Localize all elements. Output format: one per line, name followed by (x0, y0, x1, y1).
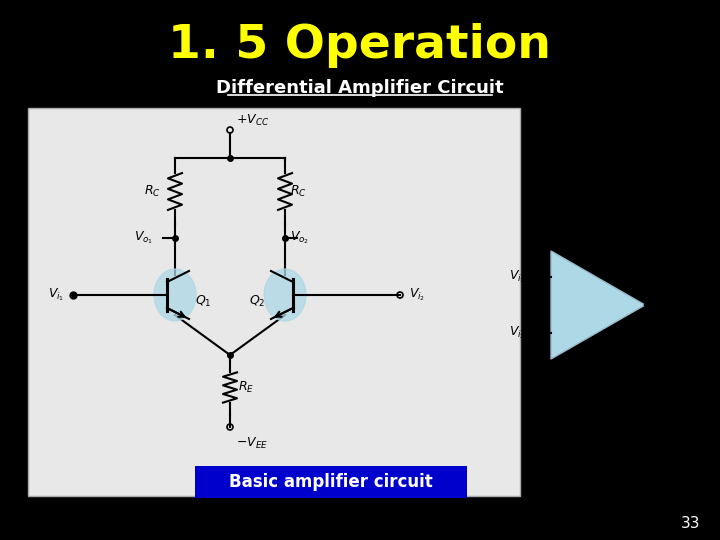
Text: $R_E$: $R_E$ (238, 380, 254, 395)
Polygon shape (551, 251, 645, 359)
Text: $R_C$: $R_C$ (290, 184, 307, 199)
Text: 33: 33 (680, 516, 700, 531)
Text: $Q_1$: $Q_1$ (195, 293, 212, 308)
Text: $V_{o_1}$: $V_{o_1}$ (687, 269, 706, 285)
Text: $V_{i_2}$: $V_{i_2}$ (409, 287, 426, 303)
Text: $V_{o_2}$: $V_{o_2}$ (687, 325, 706, 341)
Text: Basic amplifier circuit: Basic amplifier circuit (229, 473, 433, 491)
Text: $V_{i_1}$: $V_{i_1}$ (48, 287, 64, 303)
Text: $R_C$: $R_C$ (144, 184, 161, 199)
Text: $+V_{CC}$: $+V_{CC}$ (236, 113, 269, 128)
Text: Differential Amplifier Circuit: Differential Amplifier Circuit (216, 79, 504, 97)
FancyBboxPatch shape (195, 466, 467, 498)
Text: 1. 5 Operation: 1. 5 Operation (168, 23, 552, 68)
FancyBboxPatch shape (28, 108, 520, 496)
Text: $V_{o_2}$: $V_{o_2}$ (290, 230, 309, 246)
Ellipse shape (154, 269, 196, 321)
Text: $Q_2$: $Q_2$ (248, 293, 265, 308)
Text: $-V_{EE}$: $-V_{EE}$ (236, 436, 268, 451)
Text: $V_{i_2}$: $V_{i_2}$ (509, 325, 525, 341)
Ellipse shape (264, 269, 306, 321)
Text: $V_{o_1}$: $V_{o_1}$ (134, 230, 153, 246)
Text: $V_{i_1}$: $V_{i_1}$ (509, 269, 525, 285)
